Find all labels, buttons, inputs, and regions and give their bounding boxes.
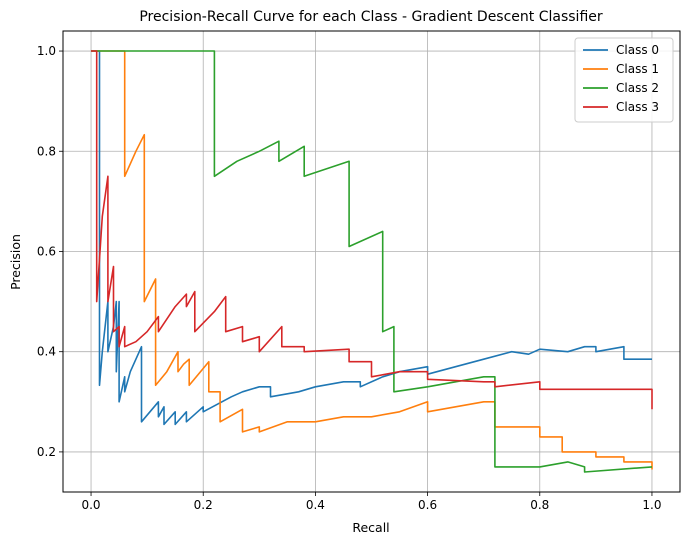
legend-label: Class 0 — [616, 43, 659, 57]
x-tick-label: 1.0 — [642, 498, 661, 512]
legend: Class 0 Class 1 Class 2 Class 3 — [574, 37, 674, 123]
x-tick-label: 0.0 — [81, 498, 100, 512]
x-axis-label: Recall — [352, 520, 389, 535]
y-tick-label: 0.4 — [37, 345, 56, 359]
x-tick-label: 0.4 — [306, 498, 325, 512]
x-tick-label: 0.8 — [530, 498, 549, 512]
x-tick-label: 0.6 — [418, 498, 437, 512]
legend-box — [574, 37, 674, 123]
y-tick-label: 0.8 — [37, 144, 56, 158]
y-tick-label: 0.6 — [37, 244, 56, 258]
y-tick-label: 0.2 — [37, 445, 56, 459]
y-axis-label: Precision — [8, 234, 23, 290]
series-line-class-1 — [91, 50, 653, 470]
series-lines — [91, 50, 653, 473]
legend-label: Class 1 — [616, 62, 659, 76]
series-line-class-2 — [91, 50, 653, 473]
x-tick-label: 0.2 — [194, 498, 213, 512]
legend-label: Class 3 — [616, 100, 659, 114]
plot-frame — [62, 30, 681, 493]
y-axis-ticks: 0.2 0.4 0.6 0.8 1.0 — [37, 44, 63, 459]
legend-label: Class 2 — [616, 81, 659, 95]
series-line-class-0 — [91, 50, 652, 426]
y-tick-label: 1.0 — [37, 44, 56, 58]
chart-title: Precision-Recall Curve for each Class - … — [139, 9, 603, 25]
x-axis-ticks: 0.0 0.2 0.4 0.6 0.8 1.0 — [81, 492, 662, 512]
series-line-class-3 — [91, 50, 653, 410]
